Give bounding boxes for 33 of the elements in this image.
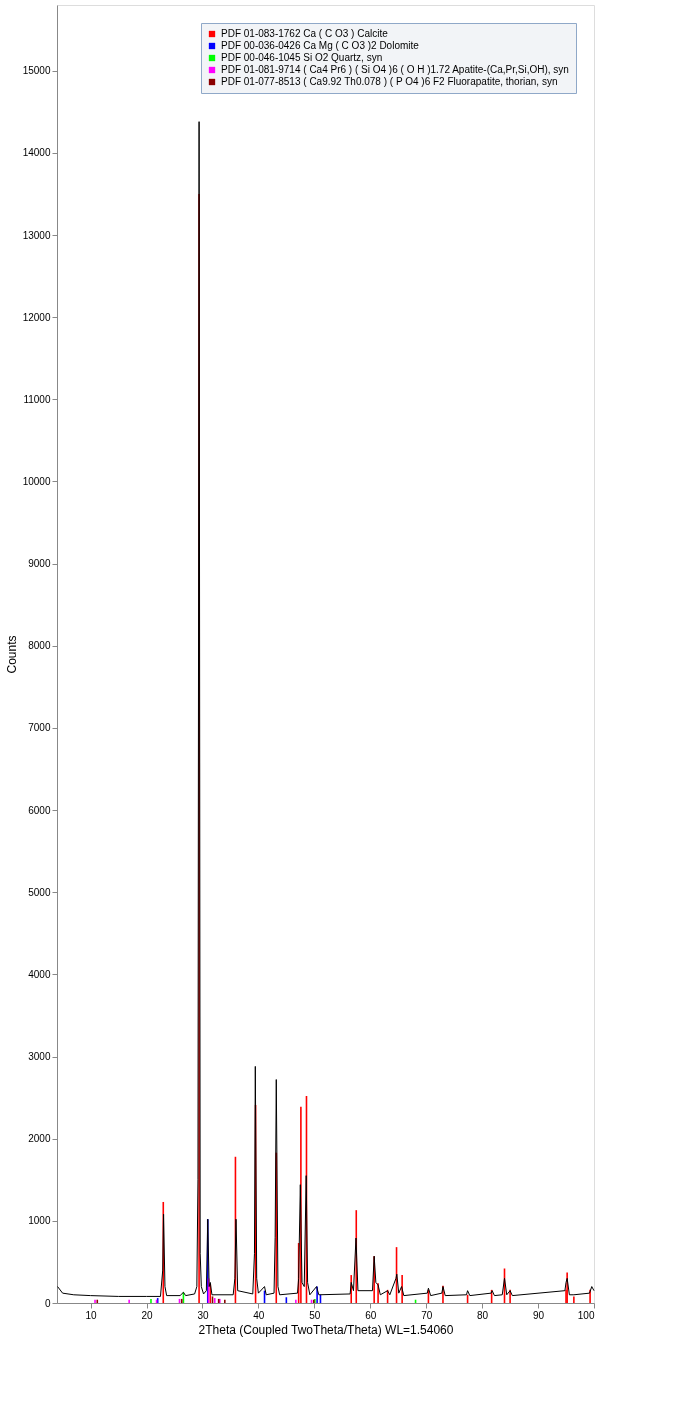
y-tick-label: 8000 xyxy=(28,640,51,652)
y-tick-label: 2000 xyxy=(28,1133,51,1145)
y-tick-label: 12000 xyxy=(22,311,51,323)
legend-label: PDF 00-036-0426 Ca Mg ( C O3 )2 Dolomite xyxy=(221,40,420,51)
y-tick-label: 5000 xyxy=(28,886,51,898)
x-tick-label: 40 xyxy=(253,1309,265,1321)
legend-label: PDF 01-077-8513 ( Ca9.92 Th0.078 ) ( P O4 )6 F2 Fluorapatite, thorian, syn xyxy=(221,76,558,87)
x-axis-title: 2Theta (Coupled TwoTheta/Theta) WL=1.54060 xyxy=(198,1322,454,1337)
legend-label: PDF 01-083-1762 Ca ( C O3 ) Calcite xyxy=(221,28,389,39)
y-tick-label: 4000 xyxy=(28,968,51,980)
y-tick-label: 13000 xyxy=(22,229,51,241)
y-axis-title: Counts xyxy=(4,635,19,674)
y-tick-label: 14000 xyxy=(22,147,51,159)
x-tick-label: 100 xyxy=(577,1309,595,1321)
x-tick-label: 20 xyxy=(141,1309,153,1321)
y-tick-label: 10000 xyxy=(22,475,51,487)
y-tick-label: 11000 xyxy=(23,393,51,405)
y-tick-label: 7000 xyxy=(28,722,51,734)
y-tick-label: 3000 xyxy=(28,1051,51,1063)
legend-label: PDF 01-081-9714 ( Ca4 Pr6 ) ( Si O4 )6 ( O H )1.72 Apatite-(Ca,Pr,Si,OH), syn xyxy=(221,64,569,75)
y-tick-label: 1000 xyxy=(28,1215,51,1227)
x-tick-label: 10 xyxy=(85,1309,98,1321)
x-tick-label: 50 xyxy=(309,1309,321,1321)
x-tick-label: 30 xyxy=(197,1309,209,1321)
x-tick-label: 60 xyxy=(365,1309,377,1321)
x-tick-label: 70 xyxy=(421,1309,433,1321)
y-tick-label: 6000 xyxy=(28,804,51,816)
x-tick-label: 80 xyxy=(477,1309,489,1321)
legend-label: PDF 00-046-1045 Si O2 Quartz, syn xyxy=(221,52,383,63)
x-tick-label: 90 xyxy=(533,1309,545,1321)
y-tick-label: 15000 xyxy=(22,65,51,77)
y-tick-label: 9000 xyxy=(28,558,51,570)
y-tick-label: 0 xyxy=(44,1297,51,1309)
